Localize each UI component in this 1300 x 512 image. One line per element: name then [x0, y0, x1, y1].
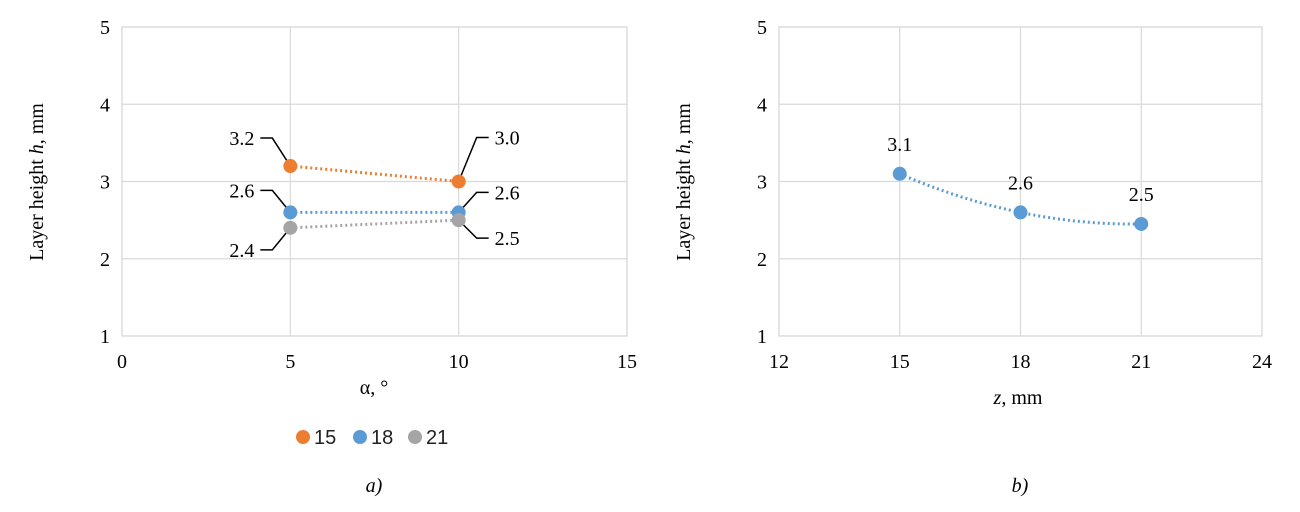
chart-a-legend: 15 18 21	[296, 427, 448, 449]
series-15-trendline	[290, 164, 459, 183]
b-x-tick-18: 18	[1011, 351, 1031, 373]
legend-label-21: 21	[426, 427, 448, 449]
a-y-tick-2: 2	[100, 249, 110, 271]
a-x-tick-15: 15	[617, 351, 637, 373]
data-label-z-21: 2.5	[1129, 184, 1154, 206]
chart-a-label-leaders	[260, 136, 489, 251]
chart-a-y-axis-title-prefix: Layer height	[26, 154, 48, 261]
chart-b-y-axis-title-suffix: , mm	[673, 103, 695, 145]
data-point-z-18	[1013, 205, 1028, 220]
chart-a-gridlines	[121, 26, 628, 337]
chart-a-data-labels: 3.2 3.0 2.6 2.6 2.4 2.5	[229, 128, 519, 262]
chart-b-x-axis-title-var: z	[993, 387, 1002, 409]
chart-a-y-axis-title-suffix: , mm	[26, 103, 48, 145]
a-x-tick-10: 10	[449, 351, 469, 373]
data-label-15-0: 3.2	[229, 128, 254, 150]
chart-a-plot-area	[121, 26, 628, 337]
leader-line-15-0	[260, 137, 291, 167]
data-label-15-1: 3.0	[495, 128, 520, 150]
chart-a-x-tick-labels: 0 5 10 15	[117, 351, 637, 373]
chart-a-trendlines	[290, 164, 459, 230]
leader-line-21-1	[458, 219, 489, 239]
chart-a-x-axis-title-suffix: , °	[370, 377, 388, 399]
chart-b-x-axis-title: z, mm	[993, 387, 1043, 409]
chart-b-x-tick-labels: 12 15 18 21 24	[769, 351, 1272, 373]
data-point-z-15	[892, 166, 907, 181]
chart-a-points	[283, 159, 466, 235]
b-y-tick-5: 5	[757, 17, 767, 39]
b-x-tick-24: 24	[1252, 351, 1272, 373]
b-y-tick-2: 2	[757, 249, 767, 271]
legend-label-15: 15	[314, 427, 336, 449]
chart-b-plot-area	[778, 26, 1263, 337]
a-plot-border	[121, 26, 628, 337]
a-x-tick-5: 5	[285, 351, 295, 373]
a-y-tick-3: 3	[100, 172, 110, 194]
b-x-tick-12: 12	[769, 351, 789, 373]
chart-a-y-axis-title-var: h	[26, 144, 48, 154]
b-x-tick-21: 21	[1131, 351, 1151, 373]
chart-b-x-axis-title-suffix: , mm	[1001, 387, 1043, 409]
data-point-21-1	[451, 213, 466, 228]
leader-line-15-1	[457, 136, 489, 182]
chart-a: 1 2 3 4 5 0 5 10 15 3.2 3.0 2.6 2.6 2.4 2.5 Layer he…	[26, 17, 637, 497]
data-label-21-1: 2.5	[495, 228, 520, 250]
data-point-z-21	[1134, 216, 1149, 231]
chart-b-y-axis-title-var: h	[673, 144, 695, 154]
data-label-z-15: 3.1	[887, 134, 912, 156]
chart-a-caption: a)	[366, 475, 383, 497]
chart-b-y-axis-title: Layer height h, mm	[673, 103, 695, 261]
chart-b-y-axis-title-prefix: Layer height	[673, 154, 695, 261]
series-21-trendline	[290, 218, 459, 230]
chart-a-x-axis-title-prefix: α	[360, 377, 371, 399]
chart-b-caption: b)	[1012, 475, 1029, 497]
data-point-15-0	[283, 159, 298, 174]
data-label-z-18: 2.6	[1008, 172, 1033, 194]
chart-a-y-tick-labels: 1 2 3 4 5	[100, 17, 110, 348]
b-y-tick-4: 4	[757, 94, 767, 116]
data-label-21-0: 2.4	[229, 240, 254, 262]
data-label-18-1: 2.6	[495, 182, 520, 204]
chart-a-y-axis-title: Layer height h, mm	[26, 103, 48, 261]
legend-marker-18	[353, 430, 367, 444]
leader-line-18-1	[458, 191, 489, 213]
b-y-tick-1: 1	[757, 326, 767, 348]
data-point-15-1	[451, 174, 466, 189]
leader-line-21-0	[260, 227, 291, 251]
data-label-18-0: 2.6	[229, 180, 254, 202]
b-x-tick-15: 15	[890, 351, 910, 373]
legend-label-18: 18	[371, 427, 393, 449]
b-y-tick-3: 3	[757, 172, 767, 194]
chart-b-points	[892, 166, 1149, 231]
leader-line-18-0	[260, 189, 291, 213]
chart-a-x-axis-title: α, °	[360, 377, 388, 399]
data-point-21-0	[283, 220, 298, 235]
legend-marker-15	[296, 430, 310, 444]
a-y-tick-5: 5	[100, 17, 110, 39]
a-y-tick-1: 1	[100, 326, 110, 348]
a-y-tick-4: 4	[100, 94, 110, 116]
chart-b-y-tick-labels: 1 2 3 4 5	[757, 17, 767, 348]
chart-b-data-labels: 3.1 2.6 2.5	[887, 134, 1154, 206]
data-point-18-0	[283, 205, 298, 220]
legend-marker-21	[408, 430, 422, 444]
b-plot-border	[778, 26, 1263, 337]
a-x-tick-0: 0	[117, 351, 127, 373]
